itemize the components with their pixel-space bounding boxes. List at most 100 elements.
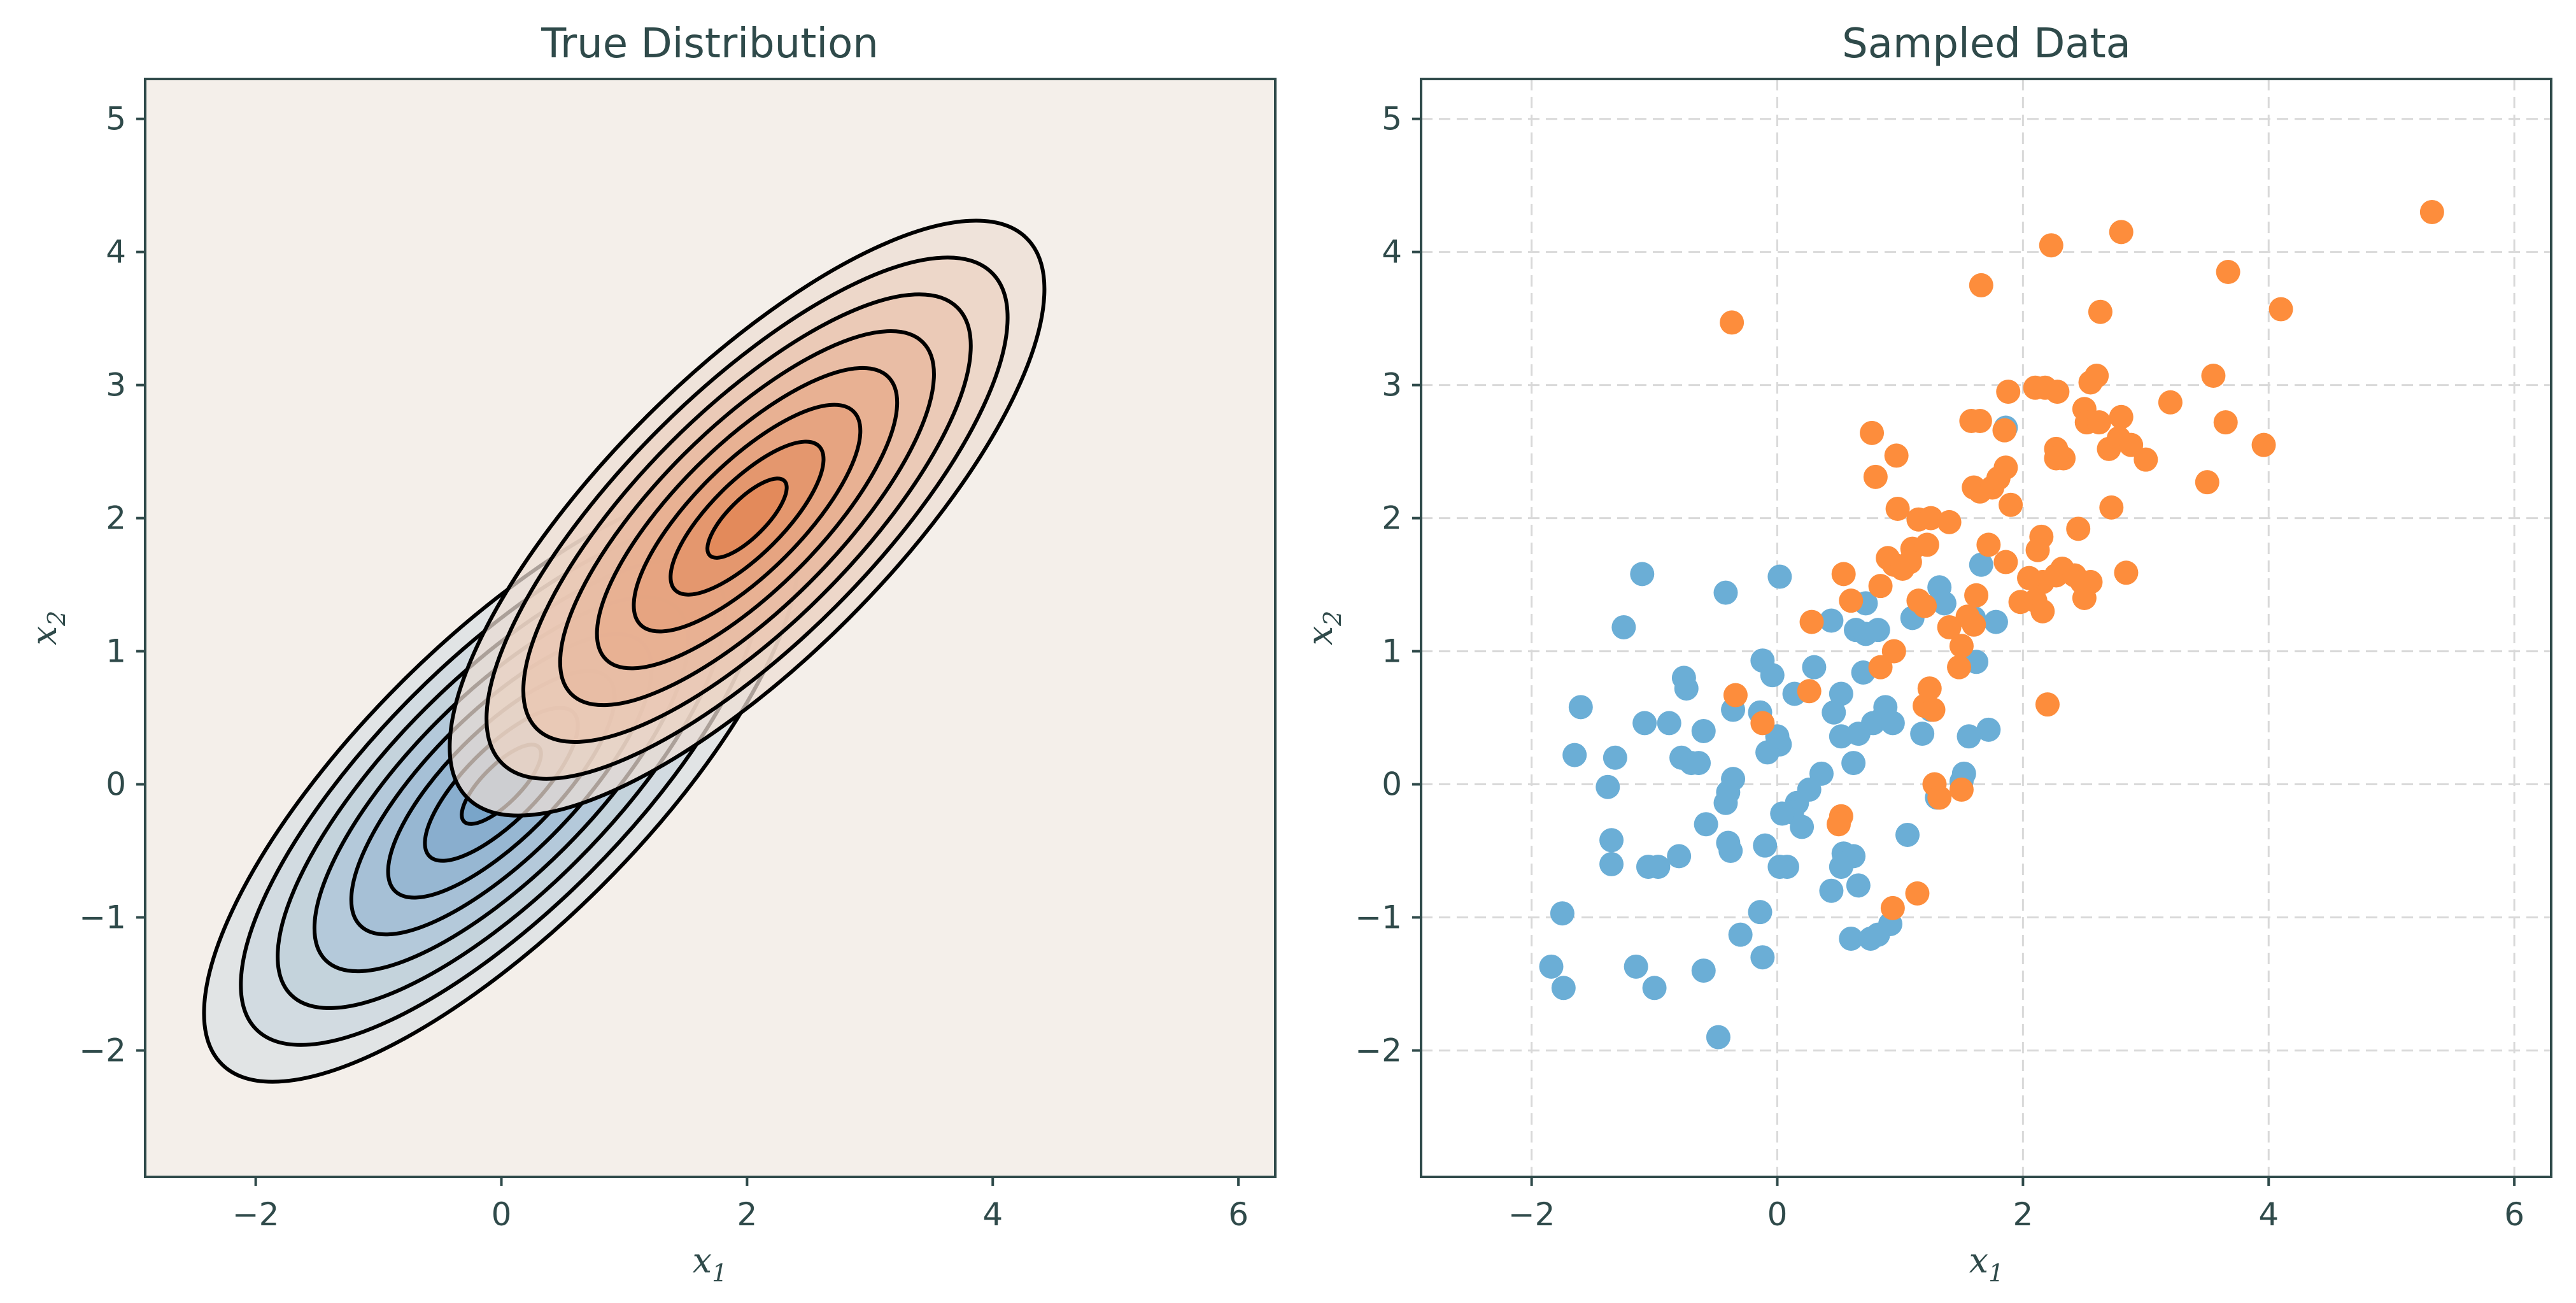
scatter-point [1955, 604, 1980, 629]
scatter-point [1802, 655, 1827, 680]
scatter-point [1868, 655, 1893, 680]
scatter-point [2025, 538, 2050, 562]
scatter-y-tick-label: 3 [1382, 367, 1402, 404]
scatter-point [1797, 679, 1822, 704]
scatter-point [2119, 432, 2144, 457]
scatter-point [1611, 615, 1636, 639]
contour-ticks: −2 0 2 4 6 −2 −1 0 1 2 3 4 5 [79, 101, 1249, 1233]
scatter-point [1937, 509, 1962, 534]
scatter-point [1632, 711, 1657, 736]
contour-y-tick-label: −1 [79, 899, 126, 936]
scatter-point [1829, 724, 1853, 749]
scatter-point [2087, 410, 2111, 435]
scatter-frame [1420, 78, 2552, 1178]
scatter-point [2109, 220, 2134, 245]
scatter-point [1897, 550, 1922, 574]
scatter-point [1630, 562, 1655, 587]
scatter-point [1841, 751, 1866, 776]
scatter-point [1976, 717, 2001, 742]
scatter-point [1657, 711, 1681, 736]
contour-y-tick-label: −2 [79, 1032, 126, 1069]
scatter-point [1723, 683, 1748, 708]
scatter-point [1550, 901, 1575, 926]
scatter-point [1905, 881, 1930, 906]
scatter-point [1799, 609, 1824, 634]
scatter-point [1947, 655, 1972, 680]
scatter-grid [1421, 79, 2551, 1177]
scatter-point [1949, 777, 1974, 802]
scatter-point [2044, 446, 2069, 471]
scatter-point [1770, 801, 1795, 826]
scatter-point [1880, 895, 1905, 920]
scatter-point [1596, 774, 1620, 799]
scatter-point [2216, 260, 2240, 285]
scatter-point [1767, 855, 1792, 879]
scatter-point [2158, 390, 2183, 415]
scatter-point [1728, 922, 1753, 947]
scatter-point [1969, 273, 1993, 297]
scatter-point [2045, 380, 2070, 404]
contour-x-tick-label: 4 [982, 1196, 1003, 1233]
scatter-point [1748, 900, 1773, 925]
scatter-point [1918, 506, 1943, 530]
scatter-point [1831, 562, 1856, 587]
scatter-point [2114, 560, 2139, 585]
scatter-point [1927, 785, 1952, 810]
scatter-point [1822, 700, 1846, 725]
scatter-y-tick-label: 2 [1382, 500, 1402, 537]
scatter-point [2268, 297, 2293, 322]
contour-frame [144, 78, 1277, 1178]
scatter-point [1885, 496, 1910, 521]
scatter-point [1969, 552, 1993, 577]
scatter-point [1691, 958, 1716, 983]
scatter-point [1992, 418, 2017, 443]
scatter-point [1599, 851, 1624, 876]
contour-panel: True Distribution −2 0 2 4 6 −2 −1 0 1 2 3 4 5 x1 x2 [24, 20, 1277, 1287]
contour-y-tick-label: 4 [106, 234, 126, 271]
contour-line [705, 476, 789, 560]
scatter-point [1551, 976, 1576, 1000]
scatter-point [1819, 608, 1844, 633]
scatter-point [1932, 591, 1957, 616]
scatter-point [1674, 676, 1699, 701]
scatter-x-tick-label: 4 [2258, 1196, 2279, 1233]
scatter-point [1829, 681, 1853, 706]
scatter-point [2078, 370, 2103, 395]
scatter-point [1760, 663, 1785, 688]
scatter-point [1767, 564, 1792, 589]
scatter-y-tick-label: 1 [1382, 633, 1402, 670]
scatter-point [1750, 711, 1775, 736]
scatter-point [1750, 945, 1775, 970]
scatter-point [1687, 751, 1711, 776]
scatter-point [1957, 724, 1981, 749]
scatter-point [1790, 815, 1815, 839]
scatter-point [1829, 855, 1853, 879]
scatter-point [1713, 580, 1738, 605]
scatter-point [1718, 839, 1743, 864]
scatter-point [1819, 878, 1844, 903]
scatter-point [2213, 410, 2238, 435]
scatter-point [1993, 550, 2018, 574]
scatter-y-axis-label: x2 [1300, 611, 1347, 646]
contour-y-axis-label: x2 [24, 611, 71, 646]
scatter-point [1999, 492, 2023, 517]
scatter-x-tick-label: −2 [1508, 1196, 1555, 1233]
scatter-point [2134, 447, 2158, 472]
scatter-point [1913, 594, 1937, 618]
scatter-point [1983, 609, 2008, 634]
scatter-point [1949, 634, 1974, 659]
scatter-point [1691, 718, 1716, 743]
scatter-x-tick-label: 0 [1767, 1196, 1788, 1233]
scatter-point [1562, 743, 1587, 767]
scatter-point [1964, 583, 1989, 608]
scatter-point [1706, 1025, 1730, 1050]
scatter-point [1568, 695, 1593, 720]
component-2-contours [448, 218, 1047, 818]
scatter-point [1667, 844, 1692, 869]
scatter-point [1624, 954, 1648, 979]
scatter-point [2195, 470, 2219, 495]
scatter-point [1986, 466, 2011, 490]
scatter-panel: Sampled Data −2 0 2 4 6 −2 −1 0 1 2 3 4 5 x1 x2 [1300, 20, 2552, 1287]
scatter-point [1868, 574, 1893, 599]
